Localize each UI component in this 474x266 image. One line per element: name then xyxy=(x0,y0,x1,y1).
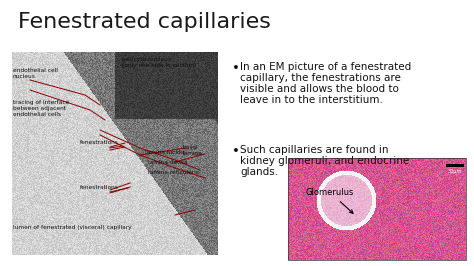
Text: kidney glomeruli, and endocrine: kidney glomeruli, and endocrine xyxy=(240,156,409,166)
Text: endothelial cell
nucleus: endothelial cell nucleus xyxy=(13,68,58,79)
Bar xyxy=(288,158,466,260)
Text: capillary, the fenestrations are: capillary, the fenestrations are xyxy=(240,73,401,83)
Text: Fenestrated capillaries: Fenestrated capillaries xyxy=(18,12,271,32)
Text: 30μm: 30μm xyxy=(448,169,462,174)
Text: lamina lucida: lamina lucida xyxy=(145,150,184,155)
Text: fenestrations: fenestrations xyxy=(80,140,119,145)
Text: fenestrations: fenestrations xyxy=(80,185,119,190)
Text: visible and allows the blood to: visible and allows the blood to xyxy=(240,84,399,94)
Text: Glomerulus: Glomerulus xyxy=(306,188,355,213)
Bar xyxy=(446,164,464,167)
Text: pericyte nucleus
(only one side in section): pericyte nucleus (only one side in secti… xyxy=(122,57,196,68)
Text: Such capillaries are found in: Such capillaries are found in xyxy=(240,145,389,155)
Text: leave in to the interstitium.: leave in to the interstitium. xyxy=(240,95,383,105)
Text: •: • xyxy=(232,145,240,158)
Text: basal
lamina: basal lamina xyxy=(183,145,203,156)
Text: glands.: glands. xyxy=(240,167,278,177)
Text: •: • xyxy=(232,62,240,75)
Text: lamina reticularis: lamina reticularis xyxy=(148,170,199,175)
Text: lamina densa: lamina densa xyxy=(148,160,188,165)
Text: In an EM picture of a fenestrated: In an EM picture of a fenestrated xyxy=(240,62,411,72)
Text: tracing of interface
between adjacent
endothelial cells: tracing of interface between adjacent en… xyxy=(13,100,69,117)
Text: lumen of fenestrated (visceral) capillary: lumen of fenestrated (visceral) capillar… xyxy=(13,225,132,230)
